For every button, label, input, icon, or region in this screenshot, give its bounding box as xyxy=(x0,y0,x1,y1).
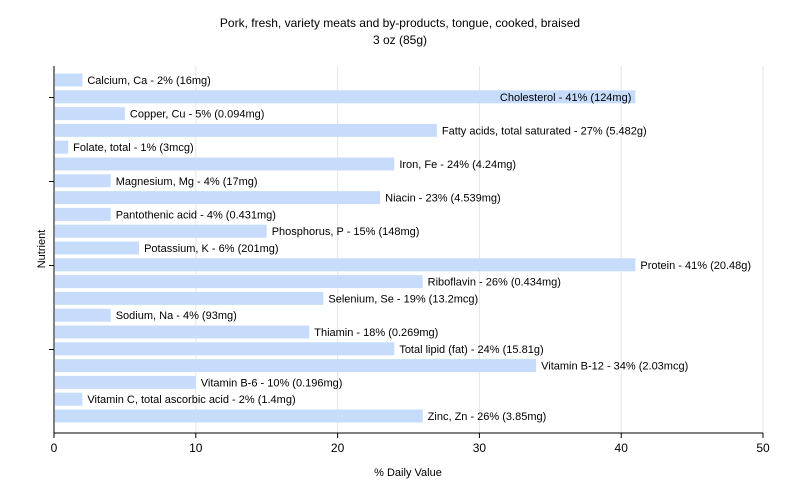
bar xyxy=(55,409,423,423)
x-tick-label: 50 xyxy=(756,441,770,455)
bar xyxy=(55,224,267,238)
bar xyxy=(55,325,310,339)
bar xyxy=(55,73,83,87)
bar-label: Phosphorus, P - 15% (148mg) xyxy=(272,226,420,238)
x-tick-label: 0 xyxy=(51,441,58,455)
bar xyxy=(55,207,111,221)
bars: Calcium, Ca - 2% (16mg) Cholesterol - 41%… xyxy=(55,73,751,423)
bar-label: Sodium, Na - 4% (93mg) xyxy=(116,310,237,322)
bar-label: Riboflavin - 26% (0.434mg) xyxy=(428,277,561,289)
bar xyxy=(55,191,381,205)
bar-label: Copper, Cu - 5% (0.094mg) xyxy=(130,109,265,121)
bar-label: Pantothenic acid - 4% (0.431mg) xyxy=(116,209,276,221)
bar-label: Zinc, Zn - 26% (3.85mg) xyxy=(428,411,547,423)
bar-label: Niacin - 23% (4.539mg) xyxy=(385,193,501,205)
bar xyxy=(55,359,537,373)
bar-label: Selenium, Se - 19% (13.2mcg) xyxy=(328,293,478,305)
bar xyxy=(55,392,83,406)
axes: 0 10 20 30 40 50 xyxy=(49,66,770,455)
bar xyxy=(55,375,196,389)
bar-label: Folate, total - 1% (3mcg) xyxy=(73,142,193,154)
bar-label: Protein - 41% (20.48g) xyxy=(640,260,751,272)
bar xyxy=(55,258,636,272)
bar xyxy=(55,291,324,305)
bar-label: Vitamin B-6 - 10% (0.196mg) xyxy=(201,377,343,389)
bar xyxy=(55,241,140,255)
x-tick-label: 20 xyxy=(331,441,345,455)
chart-title: Pork, fresh, variety meats and by-produc… xyxy=(220,16,580,30)
bar-label: Cholesterol - 41% (124mg) xyxy=(500,92,631,104)
bar xyxy=(55,308,111,322)
bar xyxy=(55,157,395,171)
x-tick-label: 10 xyxy=(189,441,203,455)
bar-label: Calcium, Ca - 2% (16mg) xyxy=(87,75,210,87)
x-tick-label: 30 xyxy=(473,441,487,455)
bar xyxy=(55,275,423,289)
bar-label: Magnesium, Mg - 4% (17mg) xyxy=(116,176,258,188)
bar xyxy=(55,174,111,188)
x-tick-label: 40 xyxy=(615,441,629,455)
bar-label: Vitamin B-12 - 34% (2.03mcg) xyxy=(541,361,688,373)
bar xyxy=(55,107,125,121)
bar-label: Fatty acids, total saturated - 27% (5.48… xyxy=(442,125,647,137)
bar-label: Thiamin - 18% (0.269mg) xyxy=(314,327,438,339)
bar-label: Vitamin C, total ascorbic acid - 2% (1.4… xyxy=(87,394,295,406)
bar xyxy=(55,140,69,154)
bar xyxy=(55,90,636,104)
x-axis-label: % Daily Value xyxy=(374,467,442,479)
bar xyxy=(55,342,395,356)
y-axis-label: Nutrient xyxy=(36,230,48,269)
bar-label: Potassium, K - 6% (201mg) xyxy=(144,243,279,255)
chart-subtitle: 3 oz (85g) xyxy=(373,33,427,47)
bar xyxy=(55,123,437,137)
bar-label: Total lipid (fat) - 24% (15.81g) xyxy=(399,344,543,356)
bar-label: Iron, Fe - 24% (4.24mg) xyxy=(399,159,516,171)
